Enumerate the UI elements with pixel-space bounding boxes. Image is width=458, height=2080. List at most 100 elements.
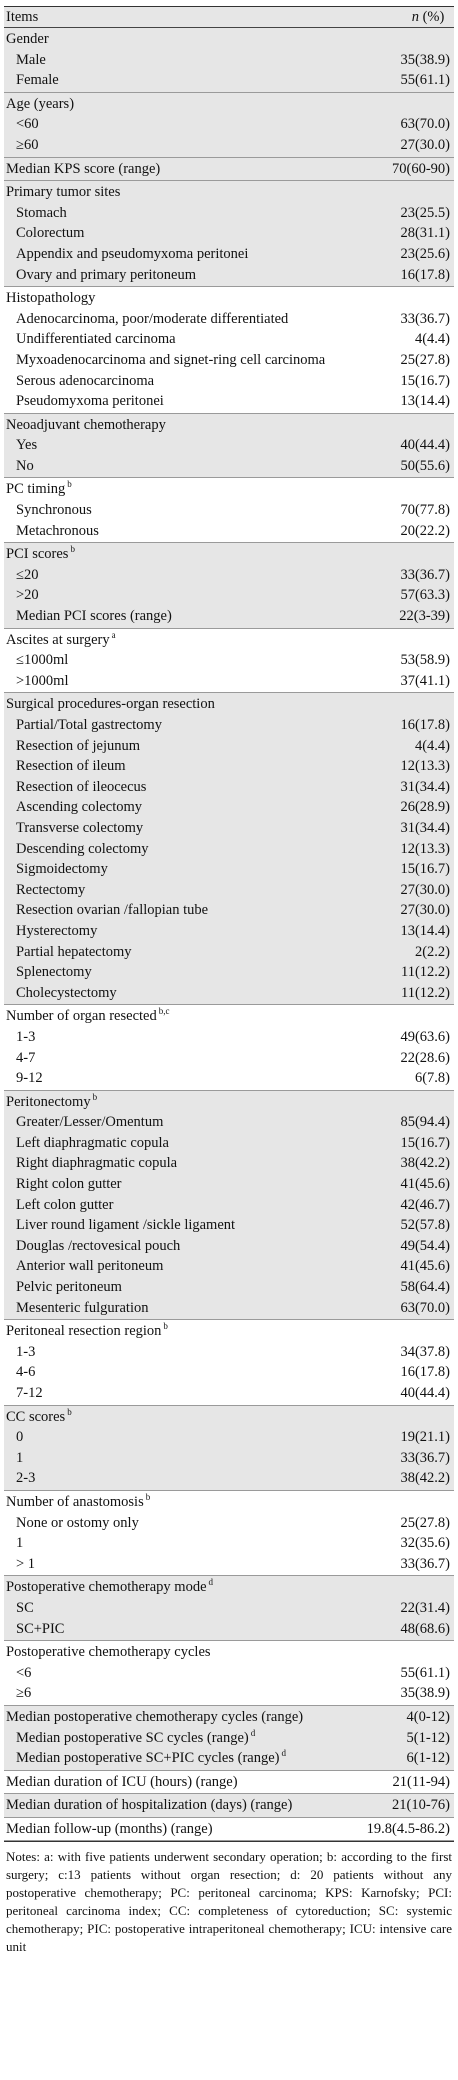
sub-row: Female 55(61.1)	[4, 70, 454, 91]
sub-row: Yes 40(44.4)	[4, 435, 454, 456]
row-label: Ascending colectomy	[4, 797, 346, 818]
section: Median duration of hospitalization (days…	[4, 1794, 454, 1818]
label-text: 1-3	[16, 1343, 36, 1360]
row-value: 23(25.5)	[400, 204, 450, 221]
row-label: Postoperative chemotherapy cycles	[4, 1642, 346, 1663]
row-value: 33(36.7)	[400, 1449, 450, 1466]
section-row: Peritonectomy b	[4, 1092, 454, 1113]
row-value: 35(38.9)	[400, 51, 450, 68]
row-value: 40(44.4)	[400, 1385, 450, 1401]
section-row: Postoperative chemotherapy mode d	[4, 1577, 454, 1598]
label-text: Anterior wall peritoneum	[16, 1258, 164, 1275]
sub-row: Median postoperative SC cycles (range) d 5…	[4, 1728, 454, 1749]
row-value: 63(70.0)	[400, 1299, 450, 1316]
row-label: 7-12	[4, 1383, 346, 1404]
sub-row: Stomach 23(25.5)	[4, 203, 454, 224]
table-body: Gender Male 35(38.9) Female 55(61.1) Age (yea…	[4, 28, 454, 1842]
row-value: 40(44.4)	[400, 437, 450, 454]
label-text: <6	[16, 1664, 32, 1681]
row-label: Median duration of hospitalization (days…	[4, 1795, 346, 1816]
superscript: a	[111, 629, 116, 640]
sub-row: Douglas /rectovesical pouch 49(54.4)	[4, 1236, 454, 1257]
label-text: Colorectum	[16, 225, 85, 242]
row-label: Transverse colectomy	[4, 818, 346, 839]
row-value: 48(68.6)	[400, 1620, 450, 1637]
label-text: Resection of jejunum	[16, 737, 141, 754]
label-text: Median postoperative SC cycles (range)	[16, 1729, 249, 1746]
sub-row: 1 33(36.7)	[4, 1448, 454, 1469]
sub-row: Splenectomy 11(12.2)	[4, 962, 454, 983]
sub-row: Adenocarcinoma, poor/moderate differenti…	[4, 309, 454, 330]
section-row: Primary tumor sites	[4, 182, 454, 203]
label-text: Partial hepatectomy	[16, 943, 132, 960]
row-label: 4-6	[4, 1362, 346, 1383]
sub-row: Left colon gutter 42(46.7)	[4, 1195, 454, 1216]
row-label: ≥60	[4, 135, 346, 156]
row-label: >20	[4, 585, 346, 606]
row-value: 4(4.4)	[414, 331, 450, 348]
label-text: Right colon gutter	[16, 1176, 122, 1193]
sub-row: 0 19(21.1)	[4, 1427, 454, 1448]
row-label: Female	[4, 70, 346, 91]
sub-row: Cholecystectomy 11(12.2)	[4, 983, 454, 1004]
row-label: Median postoperative SC+PIC cycles (rang…	[4, 1748, 346, 1769]
label-text: Stomach	[16, 204, 67, 221]
row-value: 12(13.3)	[400, 758, 450, 775]
sub-row: None or ostomy only 25(27.8)	[4, 1513, 454, 1534]
row-label: Stomach	[4, 203, 346, 224]
section: Median postoperative chemotherapy cycles…	[4, 1705, 454, 1771]
row-label: Appendix and pseudomyxoma peritonei	[4, 244, 346, 265]
superscript: b	[163, 1321, 168, 1332]
label-text: Number of organ resected	[6, 1008, 157, 1025]
superscript: d	[281, 1748, 286, 1759]
label-text: Median KPS score (range)	[6, 160, 161, 177]
sub-row: 1 32(35.6)	[4, 1533, 454, 1554]
sub-row: Transverse colectomy 31(34.4)	[4, 818, 454, 839]
sub-row: 2-3 38(42.2)	[4, 1468, 454, 1489]
section-row: Median KPS score (range) 70(60-90)	[4, 159, 454, 180]
sub-row: ≤1000ml 53(58.9)	[4, 650, 454, 671]
label-text: Pelvic peritoneum	[16, 1279, 122, 1296]
row-value: 33(36.7)	[400, 310, 450, 327]
section-row: Median duration of hospitalization (days…	[4, 1795, 454, 1816]
row-value: 19(21.1)	[400, 1429, 450, 1446]
label-text: Yes	[16, 437, 38, 454]
row-label: CC scores b	[4, 1407, 346, 1428]
section-row: Age (years)	[4, 94, 454, 115]
table: Items n (%) Gender Male 35(38.9) Female 55(6…	[4, 6, 454, 1843]
row-label: Colorectum	[4, 223, 346, 244]
section-row: Median duration of ICU (hours) (range) 21…	[4, 1772, 454, 1793]
row-value: 16(17.8)	[400, 266, 450, 283]
row-value: 35(38.9)	[400, 1685, 450, 1702]
section-row: Neoadjuvant chemotherapy	[4, 415, 454, 436]
row-value: 41(45.6)	[400, 1258, 450, 1275]
section: Histopathology Adenocarcinoma, poor/moder…	[4, 287, 454, 414]
row-value: 11(12.2)	[401, 964, 450, 981]
label-text: 1	[16, 1535, 24, 1552]
label-text: 0	[16, 1429, 24, 1446]
sub-row: Mesenteric fulguration 63(70.0)	[4, 1298, 454, 1319]
row-value: 70(77.8)	[400, 502, 450, 519]
sub-row: Descending colectomy 12(13.3)	[4, 839, 454, 860]
row-label: 1-3	[4, 1027, 346, 1048]
label-text: Median duration of hospitalization (days…	[6, 1797, 293, 1814]
label-text: Left colon gutter	[16, 1196, 114, 1213]
label-text: Right diaphragmatic copula	[16, 1155, 178, 1172]
label-text: Male	[16, 51, 46, 68]
row-label: 1	[4, 1533, 346, 1554]
sub-row: ≥6 35(38.9)	[4, 1683, 454, 1704]
section: PC timing b Synchronous 70(77.8) Metachronou…	[4, 478, 454, 544]
row-label: Greater/Lesser/Omentum	[4, 1112, 346, 1133]
sub-row: Liver round ligament /sickle ligament 52(…	[4, 1215, 454, 1236]
sub-row: Colorectum 28(31.1)	[4, 223, 454, 244]
sub-row: Pelvic peritoneum 58(64.4)	[4, 1277, 454, 1298]
label-text: Histopathology	[6, 290, 96, 307]
label-text: Ovary and primary peritoneum	[16, 266, 196, 283]
row-label: Adenocarcinoma, poor/moderate differenti…	[4, 309, 346, 330]
row-label: Age (years)	[4, 94, 346, 115]
row-value: 38(42.2)	[400, 1470, 450, 1487]
row-label: Male	[4, 50, 346, 71]
row-label: Synchronous	[4, 500, 346, 521]
label-text: Metachronous	[16, 522, 99, 539]
sub-row: Resection ovarian /fallopian tube 27(30.0…	[4, 900, 454, 921]
